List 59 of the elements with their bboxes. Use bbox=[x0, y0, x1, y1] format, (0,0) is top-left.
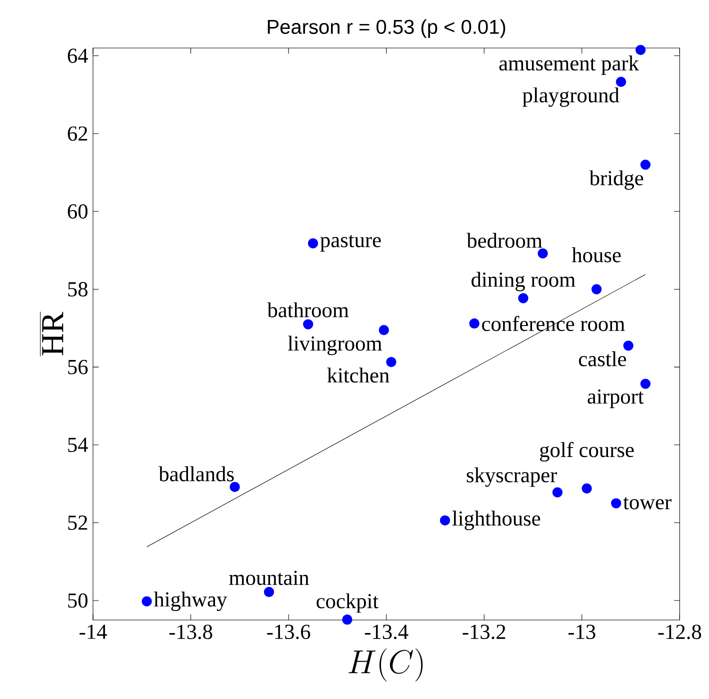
point bbox=[142, 596, 152, 606]
point bbox=[264, 586, 274, 598]
annotation: highway bbox=[154, 592, 228, 612]
point bbox=[386, 356, 396, 368]
point bbox=[518, 293, 528, 304]
point bbox=[308, 238, 318, 248]
annotation: bathroom bbox=[267, 302, 349, 318]
y-tick-label: 56 bbox=[68, 360, 88, 374]
point bbox=[230, 482, 240, 492]
y-tick-label: 62 bbox=[68, 126, 88, 141]
point bbox=[635, 44, 646, 56]
annotation: livingroom bbox=[288, 336, 382, 356]
x-tick-label: -13 bbox=[568, 624, 596, 640]
annotation: castle bbox=[578, 351, 626, 366]
x-tick-label: -13.2 bbox=[462, 624, 506, 640]
x-tick-label: -13.4 bbox=[364, 624, 408, 640]
annotation: tower bbox=[623, 497, 672, 510]
y-tick-label: 60 bbox=[68, 204, 88, 219]
point bbox=[611, 498, 622, 508]
annotation: pasture bbox=[320, 235, 381, 252]
y-tick-label: 64 bbox=[68, 48, 88, 63]
point bbox=[303, 319, 314, 330]
x-tick-label: -14 bbox=[80, 624, 107, 639]
point bbox=[591, 284, 602, 294]
annotation: golf course bbox=[540, 442, 634, 462]
annotation: amusement park bbox=[499, 56, 639, 75]
y-tick-label: 50 bbox=[68, 593, 88, 608]
annotation: mountain bbox=[229, 570, 309, 586]
y-axis-title: $\overline{\mathrm{HR}}$ bbox=[40, 312, 64, 356]
x-tick-label: -13.6 bbox=[267, 624, 310, 640]
annotation: kitchen bbox=[327, 368, 390, 383]
annotation: cockpit bbox=[316, 593, 378, 613]
point bbox=[469, 318, 480, 329]
point bbox=[342, 614, 352, 625]
point bbox=[582, 483, 592, 494]
x-tick-label: -12.8 bbox=[658, 624, 702, 640]
chart-title: Pearson r = 0.53 (p < 0.01) bbox=[268, 19, 506, 38]
annotation: lighthouse bbox=[452, 510, 540, 530]
annotation: playground bbox=[522, 87, 620, 107]
point bbox=[552, 487, 563, 498]
point bbox=[616, 76, 626, 87]
y-tick-label: 58 bbox=[68, 282, 88, 296]
annotation: airport bbox=[588, 389, 644, 408]
point bbox=[640, 378, 651, 389]
annotation: bridge bbox=[589, 170, 644, 190]
point bbox=[623, 340, 634, 351]
point bbox=[538, 248, 548, 259]
annotation: dining room bbox=[472, 272, 576, 292]
point bbox=[378, 325, 389, 336]
annotation: bedroom bbox=[466, 232, 542, 248]
annotation: badlands bbox=[158, 466, 234, 482]
point bbox=[640, 160, 651, 170]
y-tick-label: 54 bbox=[68, 438, 88, 452]
annotation: skyscraper bbox=[466, 467, 558, 487]
y-tick-label: 52 bbox=[68, 516, 88, 530]
x-tick-label: -13.8 bbox=[169, 624, 212, 640]
point bbox=[440, 515, 450, 526]
annotation: house bbox=[572, 247, 621, 262]
x-axis-title: $H(C)$ bbox=[348, 648, 423, 682]
